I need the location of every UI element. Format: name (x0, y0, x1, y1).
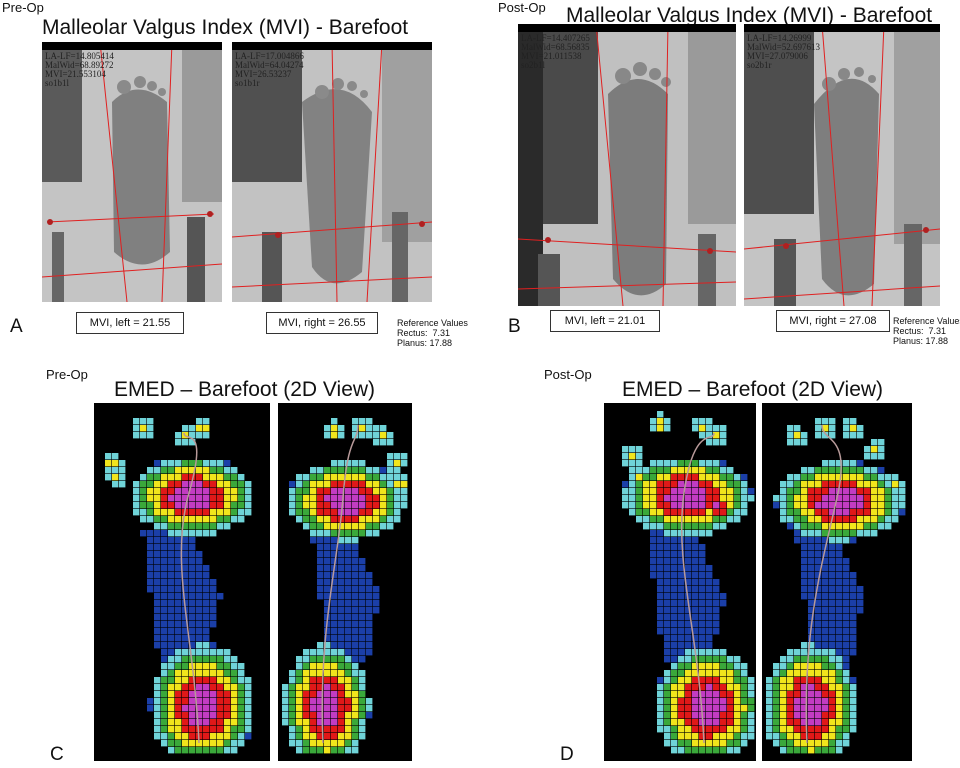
panel-b-phase: Post-Op (498, 0, 546, 15)
panel-b-right-annotation: LA-LF=14.26999 MalWid=52.697613 MVI=27.079… (747, 33, 820, 70)
panel-d-title: EMED – Barefoot (2D View) (622, 378, 884, 401)
panel-b-mvi-right-box: MVI, right = 27.08 (776, 310, 890, 332)
panel-a-phase: Pre-Op (2, 0, 44, 15)
panel-a-left-annotation: LA-LF=14.805414 MalWid=68.89272 MVI=21.553… (45, 51, 114, 88)
panel-b-left-annotation: LA-LF=14.407265 MalWid=68.56835 MVI=21.011… (521, 33, 590, 70)
panel-b-right-topbar (744, 24, 940, 32)
panel-d-right-pressure-map (762, 403, 912, 761)
panel-c-right-pressure-map (278, 403, 412, 761)
panel-d-phase: Post-Op (544, 367, 592, 382)
panel-a-mvi-left-box: MVI, left = 21.55 (76, 312, 184, 334)
panel-c-phase: Pre-Op (46, 367, 88, 382)
panel-b-left-topbar (518, 24, 736, 32)
panel-a-right-annotation: LA-LF=17.004866 MalWid=64.04274 MVI=26.532… (235, 51, 304, 88)
panel-c-letter: C (50, 744, 64, 765)
panel-a-reference-values: Reference Values Rectus: 7.31 Planus: 17.8… (397, 318, 468, 348)
panel-a-title: Malleolar Valgus Index (MVI) - Barefoot (42, 16, 409, 39)
panel-a-right-topbar (232, 42, 432, 50)
panel-c-title: EMED – Barefoot (2D View) (114, 378, 376, 401)
panel-a-mvi-right-box: MVI, right = 26.55 (266, 312, 378, 334)
panel-d-left-pressure-map (604, 403, 756, 761)
panel-b-reference-values: Reference Values Rectus: 7.31 Planus: 17.8… (893, 316, 960, 346)
panel-a-right-radiograph: LA-LF=17.004866 MalWid=64.04274 MVI=26.532… (232, 42, 432, 302)
panel-b-title: Malleolar Valgus Index (MVI) - Barefoot (566, 4, 933, 27)
panel-b-left-radiograph: LA-LF=14.407265 MalWid=68.56835 MVI=21.011… (518, 24, 736, 306)
panel-a-left-topbar (42, 42, 222, 50)
panel-a-letter: A (10, 316, 23, 337)
panel-b-letter: B (508, 316, 521, 337)
panel-b-mvi-left-box: MVI, left = 21.01 (550, 310, 660, 332)
panel-b-right-radiograph: LA-LF=14.26999 MalWid=52.697613 MVI=27.079… (744, 24, 940, 306)
panel-a-left-radiograph: LA-LF=14.805414 MalWid=68.89272 MVI=21.553… (42, 42, 222, 302)
panel-c-left-pressure-map (94, 403, 270, 761)
panel-d-letter: D (560, 744, 574, 765)
